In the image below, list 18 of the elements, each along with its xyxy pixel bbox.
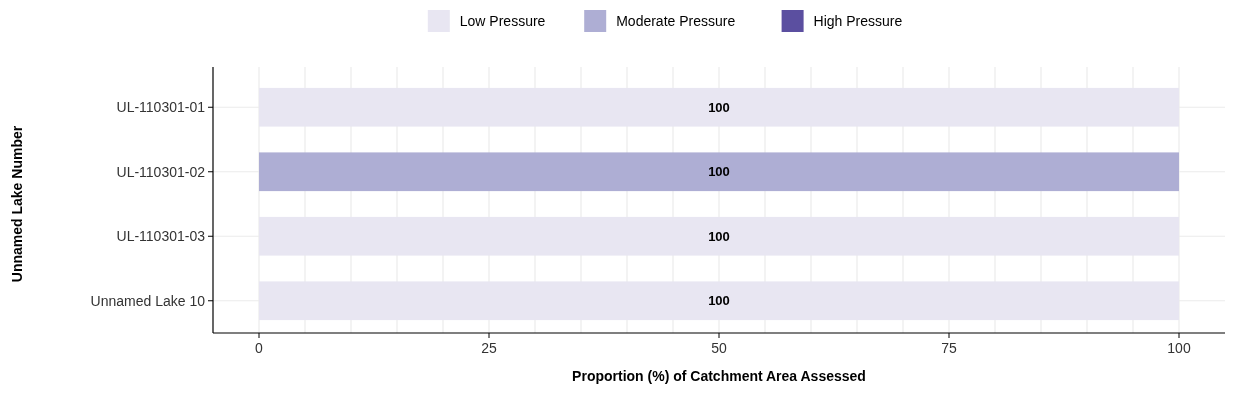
legend-label: High Pressure bbox=[813, 12, 903, 29]
y-tick-label: UL-110301-02 bbox=[116, 163, 206, 180]
x-tick-label: 50 bbox=[711, 340, 727, 356]
data-label: 100 bbox=[708, 99, 730, 115]
x-tick-label: 25 bbox=[481, 340, 497, 356]
y-axis-title: Unnamed Lake Number bbox=[9, 125, 25, 283]
x-tick-label: 0 bbox=[255, 340, 264, 356]
x-tick-label: 75 bbox=[941, 340, 957, 356]
legend-label: Low Pressure bbox=[459, 12, 546, 29]
y-tick-label: Unnamed Lake 10 bbox=[90, 292, 206, 309]
x-tick-label: 100 bbox=[1167, 340, 1191, 356]
data-label: 100 bbox=[708, 228, 730, 244]
legend-label: Moderate Pressure bbox=[616, 12, 736, 29]
y-tick-label: UL-110301-03 bbox=[116, 228, 206, 245]
y-tick-label: UL-110301-01 bbox=[116, 99, 206, 116]
data-label: 100 bbox=[708, 164, 730, 180]
data-label: 100 bbox=[708, 293, 730, 309]
x-axis-title: Proportion (%) of Catchment Area Assessed bbox=[572, 368, 866, 384]
